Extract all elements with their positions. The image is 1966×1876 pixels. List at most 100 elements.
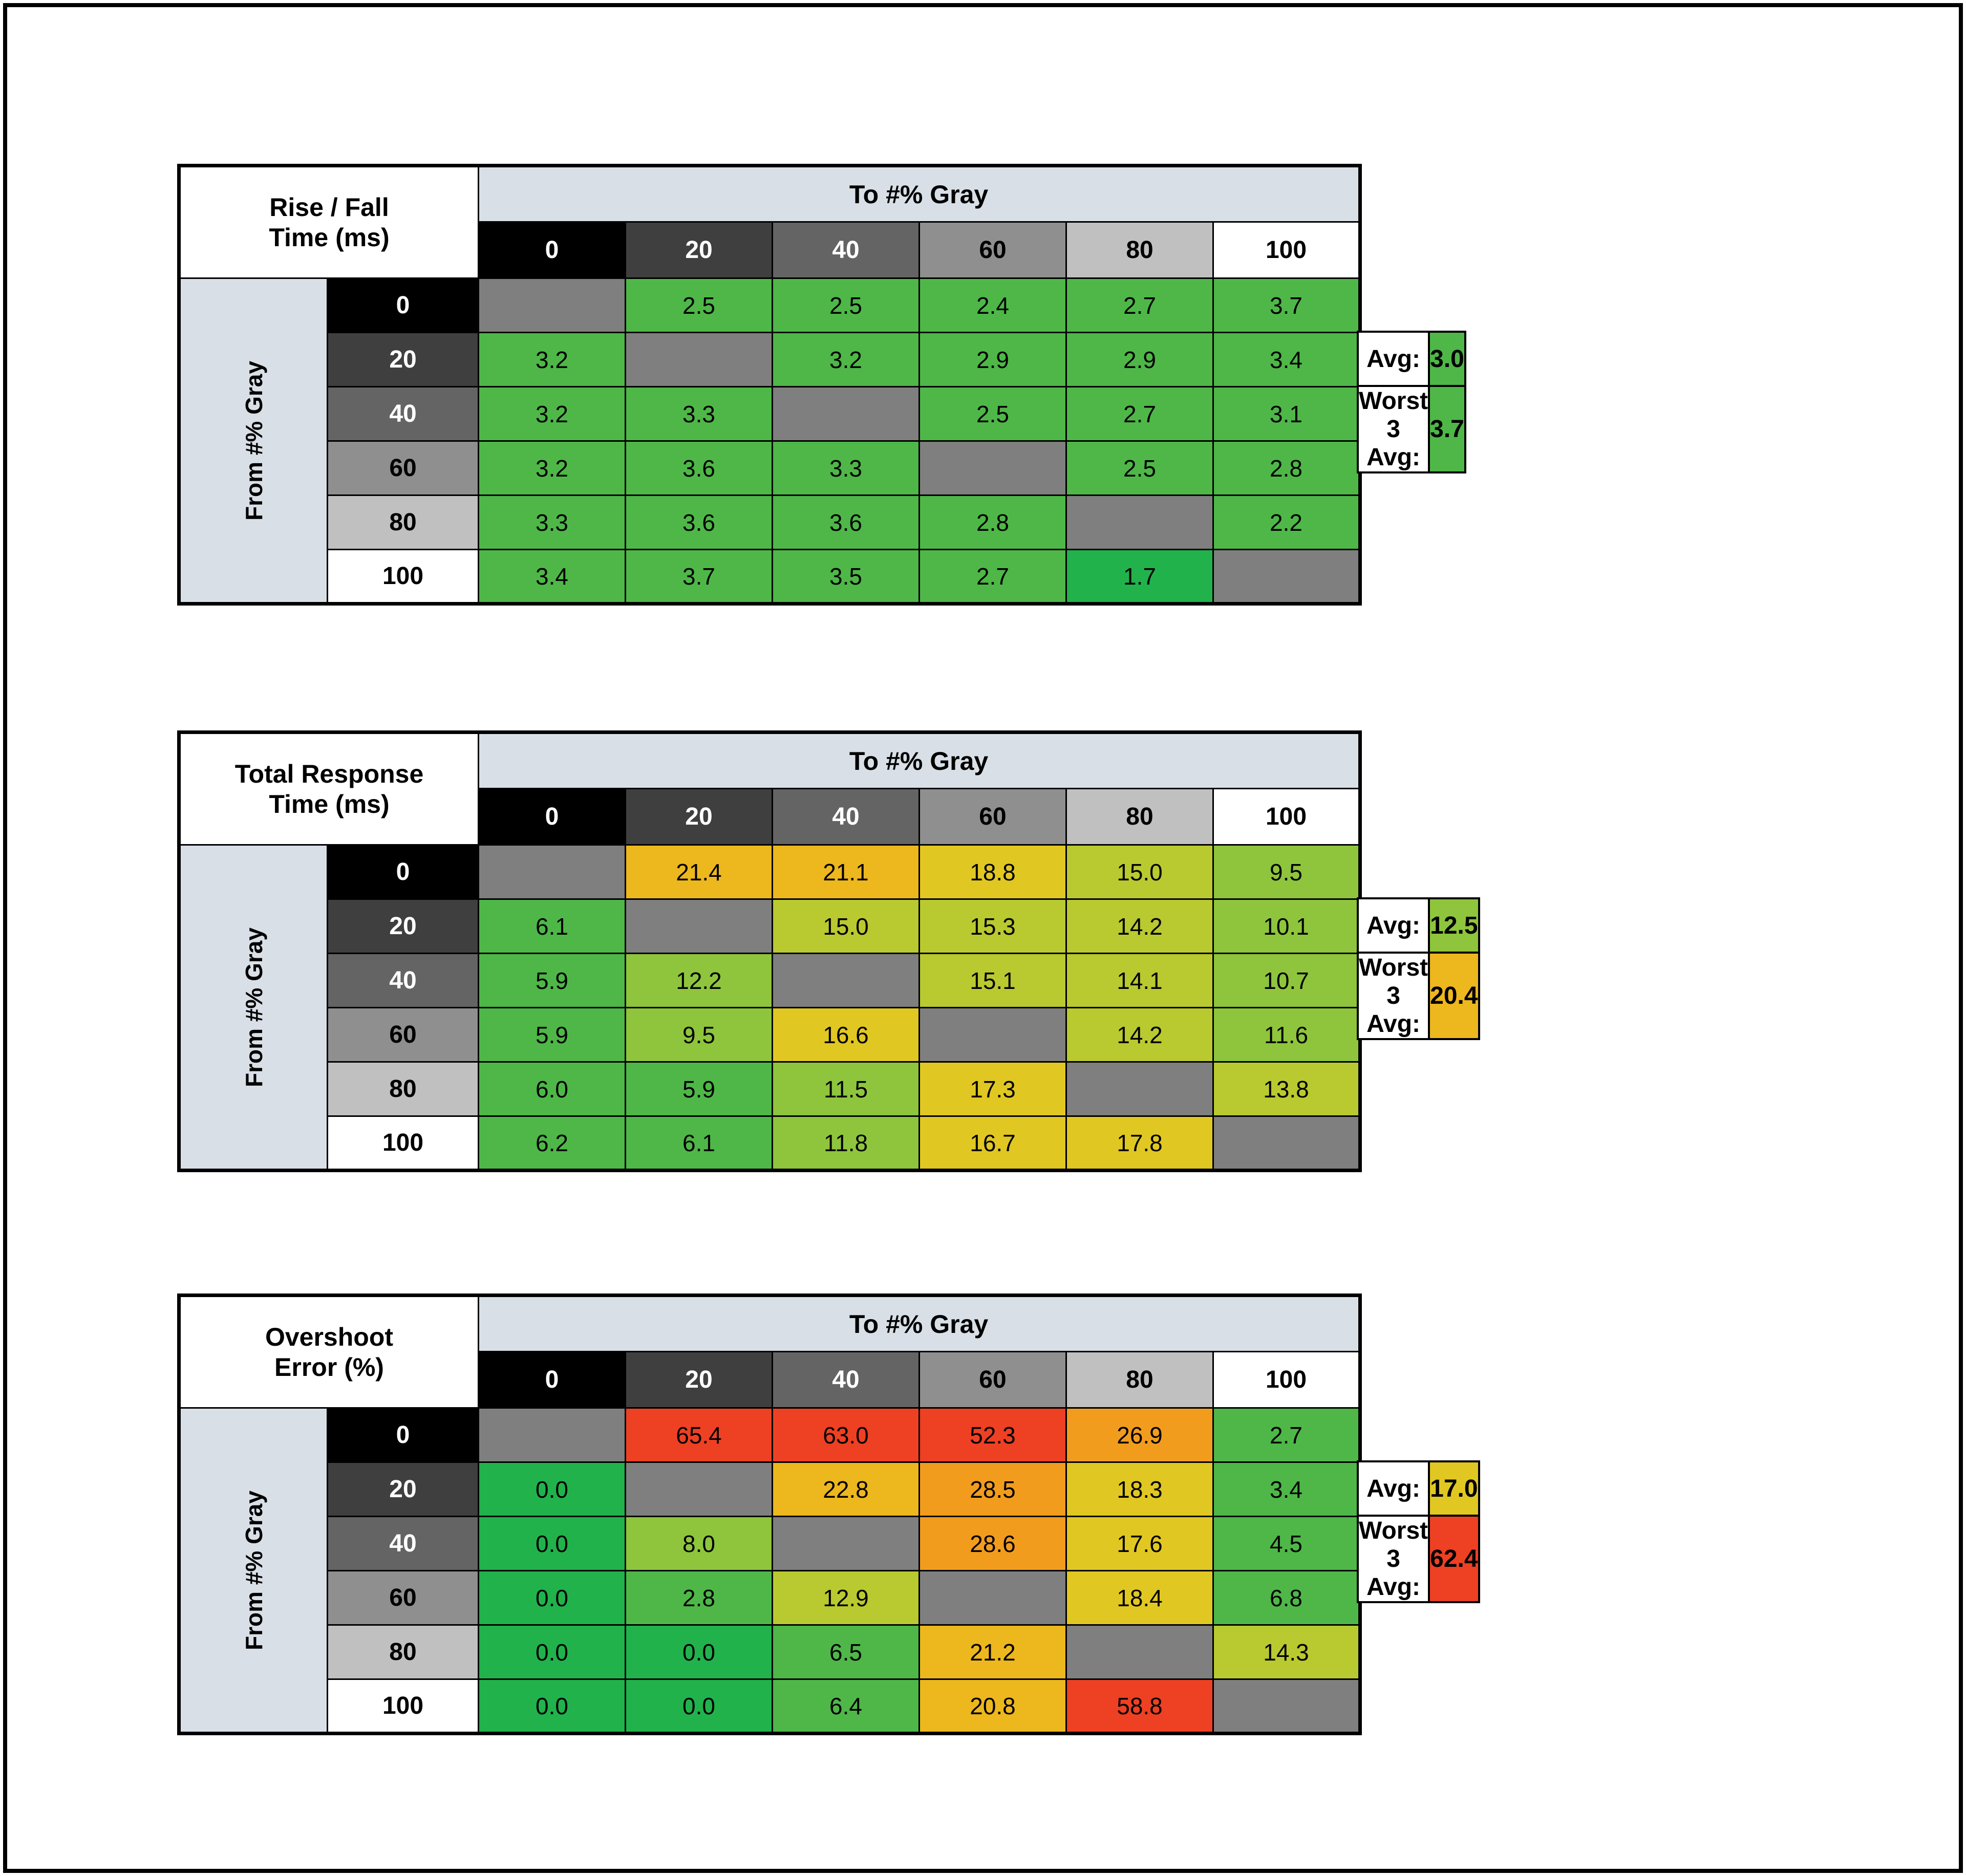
row-header-0: 0 <box>326 277 480 333</box>
data-cell: 21.1 <box>772 844 920 900</box>
data-cell: 0.0 <box>478 1570 626 1626</box>
data-cell: 26.9 <box>1065 1407 1214 1463</box>
overshoot-heatmap-table: Overshoot Error (%) To #% Gray 0 20 40 60 80 100… <box>177 1293 1362 1735</box>
table-title: Total Response Time (ms) <box>178 731 479 846</box>
col-header-40: 40 <box>772 788 920 846</box>
diagonal-cell <box>772 953 920 1008</box>
diagonal-cell <box>478 1407 626 1463</box>
col-header-60: 60 <box>918 221 1067 279</box>
worst-avg-value: 3.7 <box>1428 385 1466 473</box>
data-cell: 18.4 <box>1065 1570 1214 1626</box>
table-title-line: Time (ms) <box>269 223 390 252</box>
col-header-80: 80 <box>1065 221 1214 279</box>
data-cell: 5.9 <box>478 953 626 1008</box>
data-cell: 0.0 <box>478 1461 626 1517</box>
data-cell: 5.9 <box>478 1007 626 1063</box>
data-cell: 3.4 <box>478 549 627 605</box>
table-title-line: Time (ms) <box>269 789 390 818</box>
data-cell: 14.2 <box>1065 898 1214 954</box>
row-axis-label: From #% Gray <box>178 1407 328 1734</box>
col-header-100: 100 <box>1212 788 1361 846</box>
row-header-80: 80 <box>327 1624 479 1680</box>
data-cell: 6.5 <box>772 1624 920 1680</box>
diagonal-cell <box>625 898 773 954</box>
data-cell: 18.3 <box>1065 1461 1214 1517</box>
data-cell: 17.8 <box>1065 1115 1214 1171</box>
data-cell: 2.2 <box>1212 494 1361 550</box>
data-cell: 2.7 <box>1065 386 1214 442</box>
avg-value: 3.0 <box>1428 331 1466 387</box>
row-header-100: 100 <box>327 1678 479 1734</box>
col-header-0: 0 <box>478 221 627 279</box>
col-axis-label: To #% Gray <box>477 1295 1361 1352</box>
data-cell: 3.2 <box>772 332 921 387</box>
col-axis-label: To #% Gray <box>477 731 1361 789</box>
col-header-20: 20 <box>625 788 773 846</box>
data-cell: 8.0 <box>625 1516 773 1571</box>
row-axis-label: From #% Gray <box>178 277 328 605</box>
row-header-40: 40 <box>326 386 480 442</box>
data-cell: 2.7 <box>918 549 1067 605</box>
table-title-line: Overshoot <box>265 1322 394 1351</box>
data-cell: 17.3 <box>918 1061 1067 1117</box>
data-cell: 6.4 <box>772 1678 920 1734</box>
row-header-80: 80 <box>327 1061 479 1117</box>
data-cell: 65.4 <box>625 1407 773 1463</box>
data-cell: 16.6 <box>772 1007 920 1063</box>
data-cell: 5.9 <box>625 1061 773 1117</box>
data-cell: 3.2 <box>478 386 627 442</box>
diagonal-cell <box>1065 494 1214 550</box>
data-cell: 3.3 <box>772 440 921 496</box>
diagonal-cell <box>1212 549 1361 605</box>
data-cell: 28.5 <box>918 1461 1067 1517</box>
worst-avg-label: Worst 3 Avg: <box>1356 1515 1430 1603</box>
worst-avg-value: 20.4 <box>1428 952 1480 1040</box>
data-cell: 15.3 <box>918 898 1067 954</box>
avg-label: Avg: <box>1356 331 1430 387</box>
data-cell: 3.4 <box>1212 332 1361 387</box>
data-cell: 3.6 <box>625 494 774 550</box>
diagonal-cell <box>772 1516 920 1571</box>
data-cell: 14.2 <box>1065 1007 1214 1063</box>
data-cell: 11.8 <box>772 1115 920 1171</box>
data-cell: 2.8 <box>918 494 1067 550</box>
row-axis-label: From #% Gray <box>178 844 328 1171</box>
data-cell: 17.6 <box>1065 1516 1214 1571</box>
data-cell: 28.6 <box>918 1516 1067 1571</box>
data-cell: 2.8 <box>625 1570 773 1626</box>
avg-label: Avg: <box>1356 1460 1430 1517</box>
diagonal-cell <box>918 1007 1067 1063</box>
data-cell: 9.5 <box>1212 844 1361 900</box>
worst-avg-label: Worst 3 Avg: <box>1356 385 1430 473</box>
data-cell: 6.0 <box>478 1061 626 1117</box>
col-header-20: 20 <box>625 1351 773 1409</box>
col-header-100: 100 <box>1212 1351 1361 1409</box>
avg-value: 17.0 <box>1428 1460 1480 1517</box>
data-cell: 3.5 <box>772 549 921 605</box>
table-title-line: Total Response <box>234 759 424 788</box>
data-cell: 0.0 <box>478 1624 626 1680</box>
data-cell: 21.4 <box>625 844 773 900</box>
row-header-20: 20 <box>326 332 480 387</box>
data-cell: 2.4 <box>918 277 1067 333</box>
row-header-40: 40 <box>327 1516 479 1571</box>
data-cell: 14.3 <box>1212 1624 1361 1680</box>
data-cell: 14.1 <box>1065 953 1214 1008</box>
data-cell: 12.9 <box>772 1570 920 1626</box>
col-header-40: 40 <box>772 221 921 279</box>
row-header-60: 60 <box>327 1570 479 1626</box>
row-header-20: 20 <box>327 898 479 954</box>
data-cell: 12.2 <box>625 953 773 1008</box>
diagonal-cell <box>1212 1678 1361 1734</box>
data-cell: 15.1 <box>918 953 1067 1008</box>
data-cell: 13.8 <box>1212 1061 1361 1117</box>
col-header-80: 80 <box>1065 1351 1214 1409</box>
data-cell: 0.0 <box>478 1516 626 1571</box>
data-cell: 2.9 <box>918 332 1067 387</box>
col-header-40: 40 <box>772 1351 920 1409</box>
data-cell: 4.5 <box>1212 1516 1361 1571</box>
data-cell: 0.0 <box>625 1624 773 1680</box>
diagonal-cell <box>1212 1115 1361 1171</box>
data-cell: 2.5 <box>625 277 774 333</box>
data-cell: 0.0 <box>478 1678 626 1734</box>
